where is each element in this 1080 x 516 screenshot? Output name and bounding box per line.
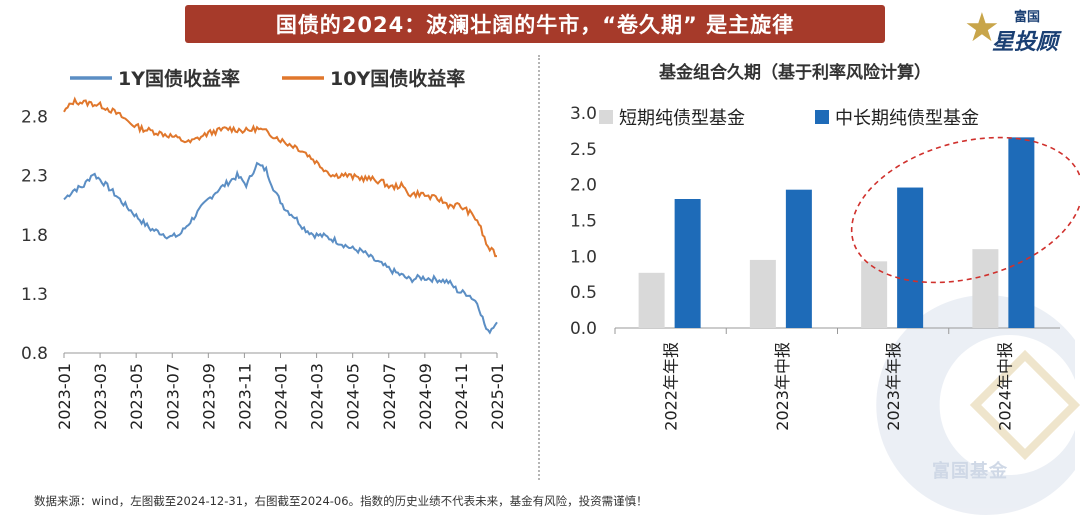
bar-chart-title: 基金组合久期（基于利率风险计算） — [658, 62, 931, 83]
bar-y-tick-label: 1.5 — [570, 212, 597, 232]
bar-y-tick-label: 1.0 — [570, 247, 597, 267]
line-x-tick-label: 2024-05 — [344, 363, 363, 430]
line-y-tick-label: 2.3 — [21, 167, 48, 187]
bar-y-ticks: 3.0 2.5 2.0 1.5 1.0 0.5 0.0 — [570, 104, 597, 339]
bar-short-term — [638, 272, 665, 328]
line-x-tick-label: 2024-03 — [308, 363, 327, 430]
bar-x-tick-label: 2023年中报 — [773, 342, 792, 431]
bar-mid-long-term — [897, 187, 924, 328]
bar-mid-long-term — [785, 189, 812, 328]
legend-label-long: 中长期纯债型基金 — [835, 108, 979, 129]
bar-legend: 短期纯债型基金 中长期纯债型基金 — [599, 108, 979, 129]
bar-y-tick-label: 2.0 — [570, 176, 597, 196]
line-y-tick-label: 1.3 — [21, 285, 48, 305]
line-x-tick-label: 2023-05 — [127, 363, 146, 430]
legend-label-1y: 1Y国债收益率 — [118, 67, 240, 90]
line-x-tick-label: 2024-07 — [380, 363, 399, 430]
bar-mid-long-term — [674, 199, 701, 328]
line-y-tick-label: 1.8 — [21, 226, 48, 246]
bar-chart: 基金组合久期（基于利率风险计算） 短期纯债型基金 中长期纯债型基金 3.0 2.5… — [570, 62, 1080, 431]
line-x-tick-label: 2023-03 — [91, 363, 110, 430]
legend-swatch-long — [815, 110, 829, 124]
footer-note: 数据来源：wind，左图截至2024-12-31，右图截至2024-06。指数的… — [34, 494, 648, 508]
bar-y-tick-label: 2.5 — [570, 140, 597, 160]
bar-mid-long-term — [1008, 137, 1035, 328]
line-x-tick-label: 2024-01 — [272, 363, 291, 430]
watermark-ring-icon — [876, 295, 1080, 515]
bar-y-tick-label: 3.0 — [570, 104, 597, 124]
line-y-tick-label: 0.8 — [21, 344, 48, 364]
bar-short-term — [749, 259, 776, 328]
line-x-tick-label: 2024-11 — [452, 363, 471, 430]
line-x-tick-label: 2025-01 — [488, 363, 507, 430]
bar-short-term — [972, 249, 999, 328]
line-x-tick-label: 2023-11 — [235, 363, 254, 430]
banner-title: 国债的2024：波澜壮阔的牛市，“卷久期” 是主旋律 — [275, 13, 795, 37]
chart-divider — [538, 55, 540, 480]
bar-x-ticks: 2022年年报 2023年中报 2023年年报 2024年中报 — [614, 328, 1014, 431]
star-icon: ★ — [964, 5, 1000, 51]
legend-label-10y: 10Y国债收益率 — [330, 67, 465, 90]
brand-top-text: 富国 — [1014, 10, 1041, 25]
line-x-tick-label: 2023-09 — [199, 363, 218, 430]
line-y-ticks: 2.8 2.3 1.8 1.3 0.8 — [21, 108, 48, 364]
bar-y-tick-label: 0.0 — [570, 319, 597, 339]
bar-short-term — [861, 261, 888, 328]
legend-label-short: 短期纯债型基金 — [619, 108, 745, 129]
line-legend: 1Y国债收益率 10Y国债收益率 — [70, 67, 465, 90]
line-y-tick-label: 2.8 — [21, 108, 48, 128]
line-x-tick-label: 2023-07 — [163, 363, 182, 430]
line-x-ticks: 2023-01 2023-03 2023-05 2023-07 2023-09 2023-… — [55, 353, 507, 430]
bar-x-tick-label: 2024年中报 — [995, 342, 1014, 431]
bar-x-tick-label: 2022年年报 — [662, 342, 681, 431]
highlight-ellipse — [850, 136, 1080, 284]
legend-swatch-short — [599, 110, 613, 124]
bar-y-tick-label: 0.5 — [570, 283, 597, 303]
watermark-text: 富国基金 — [932, 461, 1008, 482]
line-x-tick-label: 2023-01 — [55, 363, 74, 430]
line-chart: 1Y国债收益率 10Y国债收益率 2.8 2.3 1.8 1.3 0.8 2023-01… — [21, 67, 507, 430]
brand-logo: ★ 富国 星投顾 — [962, 4, 1074, 55]
line-x-tick-label: 2024-09 — [416, 363, 435, 430]
title-banner: 国债的2024：波澜壮阔的牛市，“卷久期” 是主旋律 — [185, 5, 885, 43]
series-line-1y — [63, 161, 498, 335]
bar-x-tick-label: 2023年年报 — [884, 342, 903, 431]
bar-marks — [638, 137, 1035, 328]
series-line-10y — [63, 96, 497, 258]
brand-main-text: 星投顾 — [992, 30, 1059, 55]
